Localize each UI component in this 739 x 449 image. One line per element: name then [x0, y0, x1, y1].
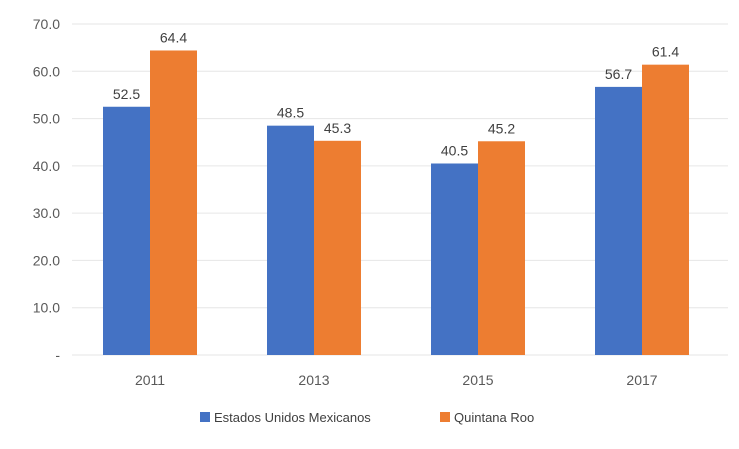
bar-estados-unidos-mexicanos-2011 [103, 106, 150, 355]
y-tick-label: 50.0 [33, 111, 60, 127]
data-label: 45.3 [324, 120, 351, 136]
bar-quintana-roo-2017 [642, 64, 689, 355]
data-label: 45.2 [488, 120, 515, 136]
bar-estados-unidos-mexicanos-2013 [267, 125, 314, 356]
y-tick-label: 70.0 [33, 16, 60, 32]
y-tick-label: 20.0 [33, 252, 60, 268]
x-tick-label: 2011 [135, 372, 165, 388]
data-label: 52.5 [113, 86, 140, 102]
data-label: 40.5 [441, 142, 468, 158]
bar-quintana-roo-2015 [478, 141, 525, 355]
y-tick-label: 30.0 [33, 205, 60, 221]
bar-quintana-roo-2013 [314, 140, 361, 355]
data-label: 56.7 [605, 66, 632, 82]
bar-quintana-roo-2011 [150, 50, 197, 355]
data-label: 64.4 [160, 29, 187, 45]
x-tick-label: 2013 [298, 372, 329, 388]
legend-swatch [440, 412, 450, 422]
bar-estados-unidos-mexicanos-2015 [431, 163, 478, 355]
y-axis-ticks: - 10.0 20.0 30.0 40.0 50.0 60.0 70.0 [33, 16, 61, 363]
bars [103, 50, 689, 356]
x-axis-ticks: 2011 2013 2015 2017 [135, 372, 658, 388]
data-label: 48.5 [277, 105, 304, 121]
data-label: 61.4 [652, 44, 679, 60]
y-tick-label: 60.0 [33, 63, 60, 79]
bar-estados-unidos-mexicanos-2017 [595, 86, 642, 355]
y-tick-label: 40.0 [33, 158, 60, 174]
legend-label: Estados Unidos Mexicanos [214, 410, 371, 425]
legend-label: Quintana Roo [454, 410, 534, 425]
legend-item: Quintana Roo [440, 410, 534, 425]
legend-item: Estados Unidos Mexicanos [200, 410, 371, 425]
x-tick-label: 2017 [626, 372, 657, 388]
data-labels: 52.5 64.4 48.5 45.3 40.5 45.2 56.7 61.4 [113, 29, 679, 158]
y-tick-label: 10.0 [33, 300, 60, 316]
legend-swatch [200, 412, 210, 422]
legend: Estados Unidos Mexicanos Quintana Roo [200, 410, 534, 425]
y-tick-label: - [55, 347, 60, 363]
x-tick-label: 2015 [462, 372, 493, 388]
